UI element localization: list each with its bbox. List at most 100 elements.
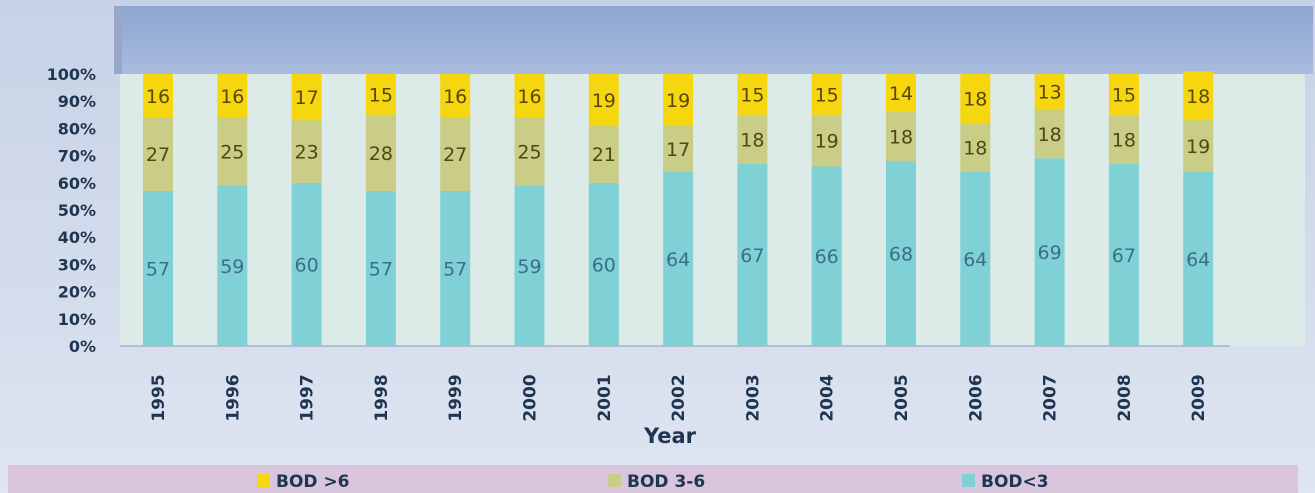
bar-segment-bod-3-6 [663,125,694,172]
bar-segment-bod-3 [588,182,619,346]
legend-bar [8,465,1298,493]
data-label: 14 [889,83,913,105]
bar-segment-bod-3-6 [588,125,619,183]
data-label: 64 [1186,249,1210,271]
data-label: 66 [815,246,839,268]
data-label: 25 [220,142,244,164]
bar-segment-bod-3-6 [291,120,322,183]
y-tick-label: 50% [58,201,96,220]
x-tick-label: 2004 [818,374,838,421]
header-band-edge [114,6,122,74]
data-label: 19 [1186,136,1210,158]
data-label: 67 [1112,245,1136,267]
data-label: 13 [1038,82,1062,104]
data-label: 15 [369,84,393,106]
x-tick-label: 1999 [446,374,466,421]
y-tick-label: 30% [58,255,96,274]
y-tick-label: 70% [58,147,96,166]
data-label: 57 [369,258,393,280]
bar-segment-bod-3-6 [143,117,173,191]
x-tick-label: 2003 [743,374,763,421]
data-label: 16 [443,86,467,108]
data-label: 59 [220,256,244,278]
data-label: 21 [592,144,616,166]
bar-segment-bod-6 [737,74,768,115]
bar-segment-bod-3-6 [514,117,545,186]
data-label: 16 [146,86,170,108]
bar-segment-bod-3 [811,166,842,346]
data-label: 19 [592,90,616,112]
bar-segment-bod-3 [291,182,322,346]
legend-label: BOD<3 [981,472,1049,492]
data-label: 16 [517,86,541,108]
data-label: 67 [740,245,764,267]
bar-segment-bod-6 [1108,74,1139,115]
bar-segment-bod-6 [514,74,545,118]
x-tick-label: 2006 [966,374,986,421]
bar-segment-bod-6 [1183,71,1214,121]
bar-segment-bod-3-6 [960,122,991,172]
bar-segment-bod-3 [886,161,916,346]
data-label: 16 [220,86,244,108]
data-label: 64 [666,249,690,271]
data-label: 18 [889,127,913,149]
bar-segment-bod-3-6 [811,114,842,167]
bar-segment-bod-3-6 [1108,114,1139,164]
bar-segment-bod-3 [663,171,694,346]
bar-segment-bod-3 [440,190,471,346]
bar-segment-bod-6 [291,74,322,121]
bar-segment-bod-3 [365,190,396,346]
bar-segment-bod-3 [217,185,248,346]
x-tick-label: 2001 [595,374,615,421]
y-tick-label: 80% [58,119,96,138]
data-label: 18 [1038,124,1062,146]
data-label: 69 [1038,242,1062,264]
bar-segment-bod-3 [960,171,991,346]
x-tick-label: 2005 [892,374,912,421]
data-label: 18 [963,88,987,110]
data-label: 17 [666,139,690,161]
y-tick-label: 20% [58,283,96,302]
data-label: 18 [1112,129,1136,151]
bar-segment-bod-3-6 [737,114,768,164]
legend-swatch [608,474,621,487]
x-tick-label: 1997 [298,374,318,421]
x-tick-label: 2000 [521,374,541,421]
y-tick-label: 90% [58,92,96,111]
data-label: 68 [889,244,913,266]
data-label: 28 [369,143,393,165]
data-label: 59 [517,256,541,278]
x-tick-label: 2007 [1041,374,1061,421]
y-tick-label: 100% [47,65,96,84]
bar-segment-bod-3 [1183,171,1214,346]
bar-segment-bod-3 [1034,158,1065,346]
y-tick-label: 60% [58,174,96,193]
data-label: 15 [815,84,839,106]
data-label: 18 [740,129,764,151]
data-label: 18 [1186,86,1210,108]
legend-label: BOD >6 [276,472,350,492]
data-label: 64 [963,249,987,271]
x-tick-label: 1996 [223,374,243,421]
data-label: 27 [146,144,170,166]
y-axis-ticks: 0% 10% 20% 30% 40% 50% 60% 70% 80% 90% 100% [47,65,96,356]
bar-segment-bod-3 [1108,163,1139,346]
data-label: 18 [963,137,987,159]
data-label: 60 [592,254,616,276]
header-band [120,6,1313,74]
bar-segment-bod-6 [886,74,916,113]
x-tick-label: 2009 [1189,374,1209,421]
data-label: 60 [295,254,319,276]
x-tick-label: 1995 [149,374,169,421]
bar-segment-bod-6 [365,74,396,115]
bar-segment-bod-3 [143,190,173,346]
bar-segment-bod-6 [440,74,471,118]
x-tick-label: 2002 [669,374,689,421]
bars: 57 27 16 59 25 16 60 23 17 57 28 15 57 27 16 59 25 16 60 21… [143,71,1214,346]
legend-label: BOD 3-6 [627,472,705,492]
bar-segment-bod-6 [663,74,694,126]
data-label: 25 [517,142,541,164]
bar-segment-bod-6 [588,74,619,126]
bar-segment-bod-3-6 [1034,109,1065,159]
